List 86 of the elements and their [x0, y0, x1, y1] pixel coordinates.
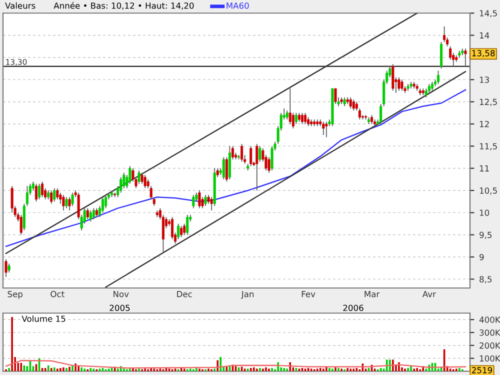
candlestick	[325, 121, 328, 138]
x-tick-label: Jan	[240, 291, 254, 299]
candlestick	[56, 188, 59, 200]
candlestick	[198, 190, 201, 209]
text: Année • Bas: 10,12 • Haut: 14,20	[54, 2, 194, 10]
candlestick	[192, 194, 195, 209]
y-tick-label: 10	[480, 210, 490, 216]
candlestick	[122, 172, 126, 189]
candlestick	[104, 194, 108, 209]
annotation: 13,58	[472, 50, 495, 58]
candlestick	[183, 223, 186, 236]
candlestick	[177, 223, 180, 240]
candlestick	[250, 146, 252, 167]
candlestick	[270, 146, 274, 171]
candlestick	[322, 121, 325, 136]
candlestick	[38, 183, 41, 200]
y-tick-label: 12,5	[480, 98, 497, 106]
candlestick	[349, 96, 352, 109]
y-tick-label: 13	[480, 76, 489, 83]
candlestick	[68, 196, 71, 211]
annotation: 2519	[472, 367, 492, 374]
candlestick	[171, 216, 174, 240]
legend-title: Valeurs	[5, 2, 36, 9]
candlestick	[101, 196, 104, 214]
candlestick	[294, 112, 298, 124]
candlestick	[140, 172, 144, 184]
y-tick-label: 8,5	[480, 276, 492, 284]
candlestick	[240, 143, 244, 162]
candlestick	[300, 112, 304, 124]
candlestick	[144, 174, 146, 189]
chart-title: Volume 15	[22, 315, 66, 322]
x-tick-label: Avr	[422, 291, 436, 298]
candlestick	[256, 143, 258, 191]
candlestick	[65, 196, 68, 209]
candlestick	[288, 88, 292, 124]
candlestick	[120, 176, 122, 194]
text: 2005	[110, 304, 130, 312]
y-tick-label: 12	[480, 120, 489, 128]
line-series	[5, 89, 466, 247]
candlestick	[10, 186, 14, 214]
candlestick	[4, 258, 8, 278]
candlestick	[53, 188, 56, 202]
candlestick	[34, 183, 38, 202]
candlestick	[86, 208, 89, 220]
candlestick	[50, 190, 53, 204]
candlestick	[400, 79, 404, 92]
y-tick-label: 10,5	[480, 187, 497, 195]
candlestick	[128, 166, 132, 184]
x-tick-label: Dec	[177, 291, 192, 298]
candlestick	[41, 181, 44, 198]
x-tick-label: Mar	[364, 291, 380, 298]
legend-label: MA60	[226, 2, 249, 9]
text: 2006	[343, 304, 364, 312]
candlestick	[334, 88, 337, 104]
candlestick	[222, 156, 225, 180]
candlestick	[464, 48, 467, 67]
candlestick	[210, 196, 213, 211]
candlestick	[201, 196, 204, 209]
candlestick	[92, 208, 95, 220]
candlestick	[258, 146, 262, 162]
candlestick	[180, 225, 183, 238]
y-tick-label: 11,5	[480, 143, 497, 150]
x-tick-label: Fev	[302, 291, 316, 298]
candlestick	[352, 99, 355, 112]
line-series	[5, 360, 466, 369]
y-tick-label: 9,5	[480, 232, 492, 239]
candlestick	[398, 76, 400, 92]
candlestick	[62, 194, 65, 211]
candlestick	[440, 41, 443, 70]
candlestick	[436, 70, 440, 85]
y-tick-label: 14	[480, 32, 490, 38]
candlestick	[186, 214, 189, 236]
candlestick	[392, 64, 394, 92]
y-tick-label: 14,5	[480, 10, 497, 18]
y-tick-label: 9	[480, 254, 484, 260]
candlestick	[89, 210, 92, 222]
x-tick-label: Sep	[8, 290, 22, 299]
candlestick	[443, 26, 446, 42]
candlestick	[358, 108, 361, 120]
candlestick	[71, 192, 74, 206]
candlestick	[138, 170, 140, 184]
x-tick-label: Nov	[114, 291, 129, 298]
candlestick	[204, 194, 207, 206]
candlestick	[304, 112, 307, 124]
x-tick-label: Oct	[50, 290, 64, 298]
y-tick-label: 11	[480, 165, 489, 172]
